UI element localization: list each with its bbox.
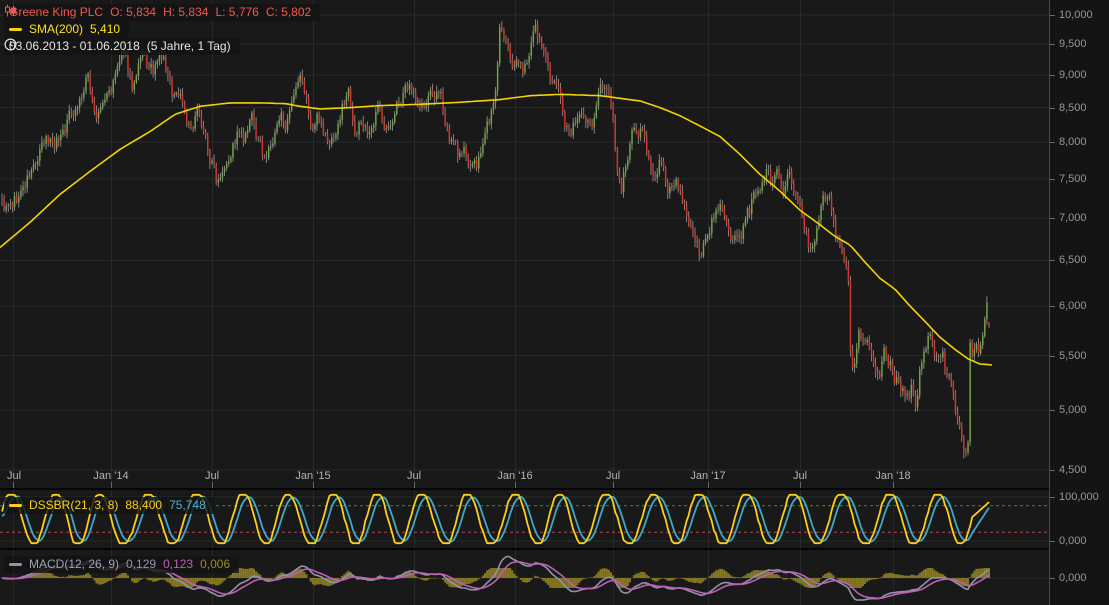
x-axis-label: Jul (6, 470, 22, 482)
macd-panel: MACD(12, 26, 9) 0,129 0,123 0,006 (0, 550, 1049, 605)
x-axis-label: Jul (204, 470, 220, 482)
y-axis-label: 5,000 (1050, 404, 1087, 416)
ohlc-high: H: 5,834 (163, 5, 209, 19)
sma-label: SMA(200) (29, 22, 84, 36)
x-axis-label: Jan '17 (690, 470, 726, 482)
clock-icon (4, 38, 17, 51)
x-axis-label: Jan '16 (497, 470, 533, 482)
y-axis-label: 4,500 (1050, 464, 1087, 476)
instrument-name: Greene King PLC (9, 5, 104, 19)
y-axis-label: 6,500 (1050, 254, 1087, 266)
y-axis-label: 8,000 (1050, 136, 1087, 148)
x-axis-label: Jan '15 (295, 470, 331, 482)
x-axis-label: Jul (605, 470, 621, 482)
y-axis-label: 7,000 (1050, 212, 1087, 224)
price-chart-canvas[interactable] (0, 0, 1049, 488)
period-label: (5 Jahre, 1 Tag) (146, 39, 231, 53)
y-axis-label: 8,500 (1050, 102, 1087, 114)
dssbr-line-icon (9, 504, 22, 507)
ohlc-close: C: 5,802 (265, 5, 312, 19)
sma-legend[interactable]: SMA(200) 5,410 (4, 21, 130, 38)
instrument-legend[interactable]: Greene King PLC O: 5,834 H: 5,834 L: 5,7… (4, 4, 321, 21)
dssbr-panel: DSSBR(21, 3, 8) 88,400 75,748 (0, 490, 1049, 548)
panel-separator[interactable] (0, 548, 1109, 550)
y-axis-label: 7,500 (1050, 173, 1087, 185)
date-range: 03.06.2013 - 01.06.2018 (9, 39, 140, 53)
y-axis-label: 0,000 (1050, 572, 1087, 584)
date-range-legend[interactable]: 03.06.2013 - 01.06.2018 (5 Jahre, 1 Tag) (4, 38, 240, 55)
y-axis-label: 0,000 (1050, 535, 1087, 547)
macd-hist-value: 0,006 (200, 557, 231, 571)
y-axis-label: 5,500 (1050, 350, 1087, 362)
price-panel: Greene King PLC O: 5,834 H: 5,834 L: 5,7… (0, 0, 1049, 488)
macd-legend[interactable]: MACD(12, 26, 9) 0,129 0,123 0,006 (4, 556, 240, 573)
macd-line-icon (9, 563, 22, 566)
macd-value: 0,129 (126, 557, 157, 571)
macd-signal-value: 0,123 (163, 557, 194, 571)
panel-separator[interactable] (0, 488, 1109, 490)
price-scale[interactable]: 5,802 10,0009,5009,0008,5008,0007,5007,0… (1049, 0, 1109, 605)
y-axis-label: 10,000 (1050, 9, 1093, 21)
ohlc-low: L: 5,776 (215, 5, 259, 19)
sma-line-icon (9, 28, 22, 31)
dssbr-fast-value: 88,400 (125, 498, 163, 512)
dssbr-slow-value: 75,748 (169, 498, 206, 512)
sma-value: 5,410 (90, 22, 121, 36)
candlestick-icon (5, 4, 16, 17)
x-axis-label: Jul (406, 470, 422, 482)
y-axis-label: 9,000 (1050, 69, 1087, 81)
x-axis-label: Jan '18 (875, 470, 911, 482)
dssbr-name: DSSBR(21, 3, 8) (29, 498, 119, 512)
y-axis-label: 100,000 (1050, 491, 1099, 503)
x-axis-label: Jan '14 (93, 470, 129, 482)
y-axis-label: 9,500 (1050, 38, 1087, 50)
dssbr-legend[interactable]: DSSBR(21, 3, 8) 88,400 75,748 (4, 497, 215, 514)
x-axis-label: Jul (792, 470, 808, 482)
y-axis-label: 6,000 (1050, 300, 1087, 312)
macd-name: MACD(12, 26, 9) (29, 557, 120, 571)
ohlc-open: O: 5,834 (110, 5, 157, 19)
